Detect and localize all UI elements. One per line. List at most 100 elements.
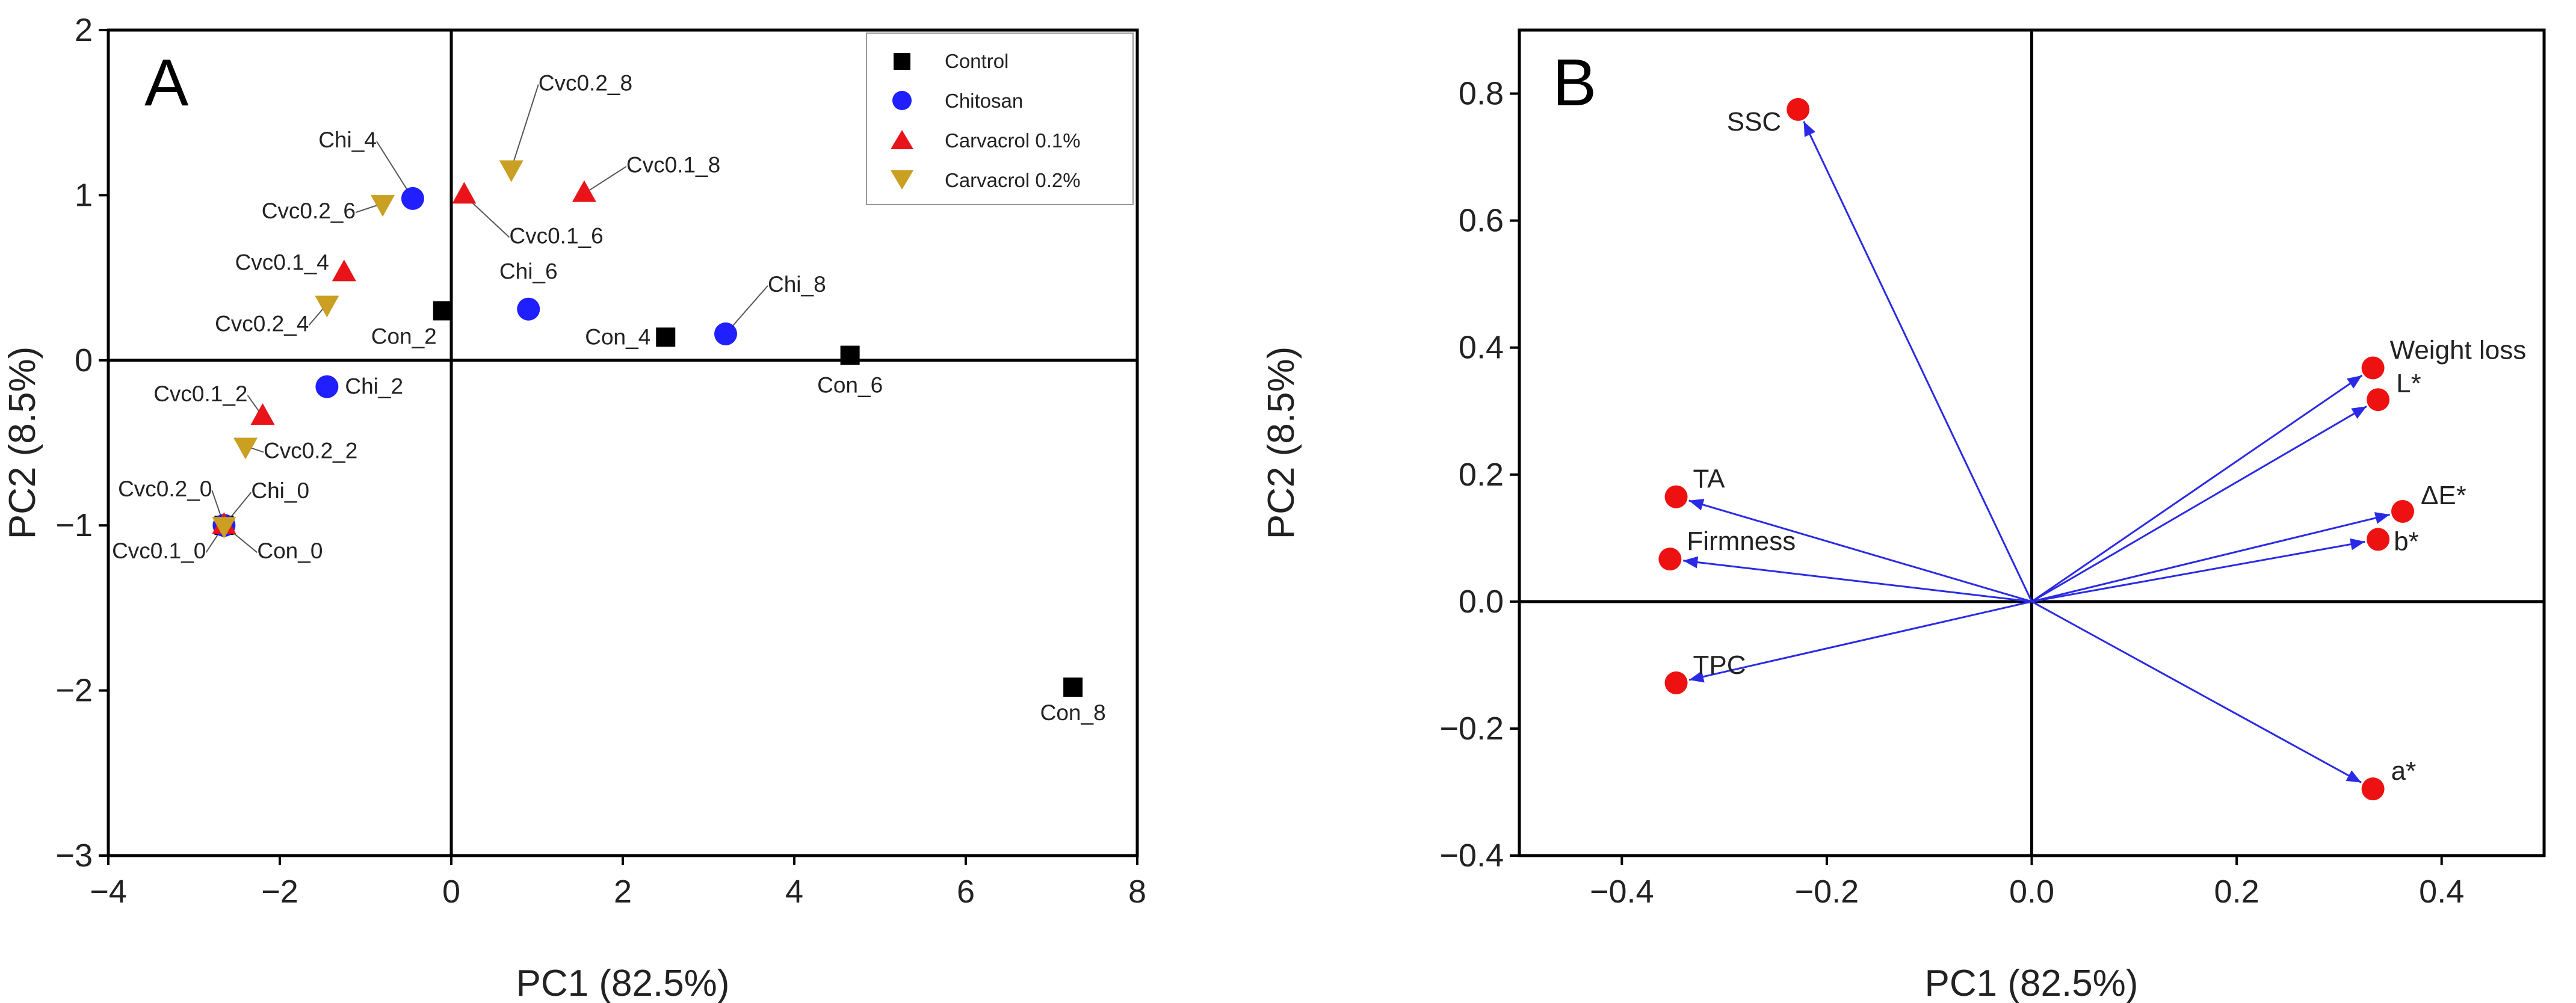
panel-a-y-tick-label: 1 xyxy=(75,177,93,213)
panel-b-y-tick-label: 0.2 xyxy=(1459,457,1504,493)
loading-point-weight-loss xyxy=(2361,356,2385,380)
label-cvc0-1-6: Cvc0.1_6 xyxy=(509,223,603,248)
panel-a-x-tick-label: −2 xyxy=(261,874,298,910)
point-chi-6 xyxy=(517,297,540,321)
label-con-0: Con_0 xyxy=(257,539,323,563)
panel-b-x-tick-label: 0.0 xyxy=(2009,874,2054,910)
arrow-ssc xyxy=(1803,121,2033,602)
legend-label-chitosan: Chitosan xyxy=(945,90,1023,112)
point-cvc0-2-4 xyxy=(315,295,339,318)
panel-a-letter: A xyxy=(144,46,189,120)
label-chi-8: Chi_8 xyxy=(768,272,826,297)
label-cvc0-2-2: Cvc0.2_2 xyxy=(264,438,357,463)
panel-a-legend: Control Chitosan Carvacrol 0.1% Carvacro… xyxy=(866,32,1134,205)
variable-label-ssc: SSC xyxy=(1727,107,1781,137)
point-con-2 xyxy=(433,301,452,321)
arrowhead-b xyxy=(2350,538,2365,551)
legend-marker-chitosan xyxy=(892,91,912,110)
arrow-ta xyxy=(1688,499,2032,603)
legend-label-control: Control xyxy=(945,50,1008,72)
panel-b-y-tick-label: 0.6 xyxy=(1459,203,1504,239)
panel-a-point-labels: Con_0 Con_2 Con_4 Con_6 Con_8 Chi_0 Chi_2 Chi_4… xyxy=(112,70,1106,725)
label-cvc0-2-6: Cvc0.2_6 xyxy=(262,199,356,223)
arrowhead-ta xyxy=(1688,499,1705,511)
arrow-b xyxy=(2031,540,2365,603)
panel-a-x-tick-label: 6 xyxy=(957,874,975,910)
panel-b-y-tick-label: 0.0 xyxy=(1459,584,1504,620)
leader-line xyxy=(510,84,539,169)
label-cvc0-1-2: Cvc0.1_2 xyxy=(153,381,247,406)
arrowhead-l xyxy=(2351,406,2367,419)
legend-label-carvacrol-01: Carvacrol 0.1% xyxy=(945,129,1081,152)
panel-b-axis-ticks: −0.4 −0.2 0.0 0.2 0.4 −0.4 −0.2 0.0 0.2 0.4 0.6 0.8 xyxy=(1439,76,2464,910)
panel-b-y-axis-label: PC2 (8.5%) xyxy=(1261,347,1302,539)
variable-label-ta: TA xyxy=(1693,464,1726,494)
legend-marker-control xyxy=(894,53,910,70)
panel-a-y-tick-label: −2 xyxy=(55,673,93,709)
arrow-l xyxy=(2031,406,2367,603)
variable-label-l: L* xyxy=(2396,369,2421,398)
arrow-tpc xyxy=(1688,600,2032,681)
loading-point--e xyxy=(2391,499,2414,523)
panel-a-x-tick-label: 0 xyxy=(442,874,460,910)
point-cvc0-2-0 xyxy=(212,517,236,539)
point-chi-2 xyxy=(315,375,339,398)
label-cvc0-2-8: Cvc0.2_8 xyxy=(539,70,632,95)
point-con-8 xyxy=(1063,677,1083,697)
variable-label-a: a* xyxy=(2391,756,2417,786)
label-chi-2: Chi_2 xyxy=(345,374,403,399)
loading-point-firmness xyxy=(1658,548,1682,571)
legend-label-carvacrol-02: Carvacrol 0.2% xyxy=(945,169,1081,191)
point-cvc0-1-4 xyxy=(332,259,356,282)
panel-b-y-tick-label: 0.4 xyxy=(1459,330,1504,366)
legend-box xyxy=(866,32,1134,205)
legend-marker-carvacrol-01 xyxy=(891,130,913,149)
panel-a-x-axis-label: PC1 (82.5%) xyxy=(516,963,730,1003)
arrow-firmness xyxy=(1683,560,2032,603)
panel-b-loading-points xyxy=(1658,97,2414,801)
panel-a-y-tick-label: 0 xyxy=(75,342,93,378)
panel-b-letter: B xyxy=(1552,46,1596,120)
label-con-8: Con_8 xyxy=(1040,700,1106,725)
variable-label-tpc: TPC xyxy=(1693,650,1746,680)
panel-a-x-tick-label: 4 xyxy=(785,874,803,910)
label-chi-6: Chi_6 xyxy=(499,259,558,284)
label-chi-0: Chi_0 xyxy=(251,478,309,503)
label-cvc0-2-4: Cvc0.2_4 xyxy=(215,312,309,336)
arrowhead-ssc xyxy=(1803,121,1815,137)
variable-label-firmness: Firmness xyxy=(1687,526,1796,556)
panel-b-x-tick-label: −0.2 xyxy=(1795,874,1859,910)
point-chi-4 xyxy=(401,187,424,210)
point-cvc0-2-6 xyxy=(371,195,395,217)
arrow-a xyxy=(2031,600,2362,783)
legend-marker-carvacrol-02 xyxy=(891,170,913,190)
label-cvc0-1-4: Cvc0.1_4 xyxy=(235,250,329,274)
arrow-weight-loss xyxy=(2031,374,2363,603)
panel-b-variable-labels: SSC Weight loss L* ΔE*b* TA Firmness TPC a* xyxy=(1687,107,2526,786)
arrowhead-firmness xyxy=(1683,556,1699,569)
arrow--e xyxy=(2031,513,2390,603)
panel-a-y-tick-label: 2 xyxy=(75,12,93,48)
panel-b-x-tick-label: 0.2 xyxy=(2214,874,2259,910)
panel-a-y-tick-label: −1 xyxy=(55,507,93,543)
label-con-2: Con_2 xyxy=(371,324,437,348)
panel-b-y-tick-label: −0.2 xyxy=(1439,711,1504,747)
variable-label-b: b* xyxy=(2394,526,2419,556)
arrowhead-tpc xyxy=(1689,670,1705,683)
loading-point-l xyxy=(2367,388,2390,412)
point-con-4 xyxy=(656,327,676,347)
label-cvc0-1-8: Cvc0.1_8 xyxy=(626,153,720,177)
label-con-6: Con_6 xyxy=(817,373,883,398)
arrowhead-weight-loss xyxy=(2346,375,2362,389)
arrowhead-a xyxy=(2346,770,2362,783)
loading-point-ssc xyxy=(1787,97,1810,121)
panel-a-axis-ticks: −4 −2 0 2 4 6 8 −3 −2 −1 0 1 2 xyxy=(55,12,1146,910)
panel-a-x-tick-label: 2 xyxy=(614,874,632,910)
panel-a-x-tick-label: 8 xyxy=(1128,874,1146,910)
label-cvc0-2-0: Cvc0.2_0 xyxy=(118,477,212,501)
variable-label-weight-loss: Weight loss xyxy=(2390,335,2527,365)
point-cvc0-2-2 xyxy=(233,437,258,460)
point-cvc0-2-8 xyxy=(499,160,524,182)
panel-a-y-tick-label: −3 xyxy=(55,838,93,874)
